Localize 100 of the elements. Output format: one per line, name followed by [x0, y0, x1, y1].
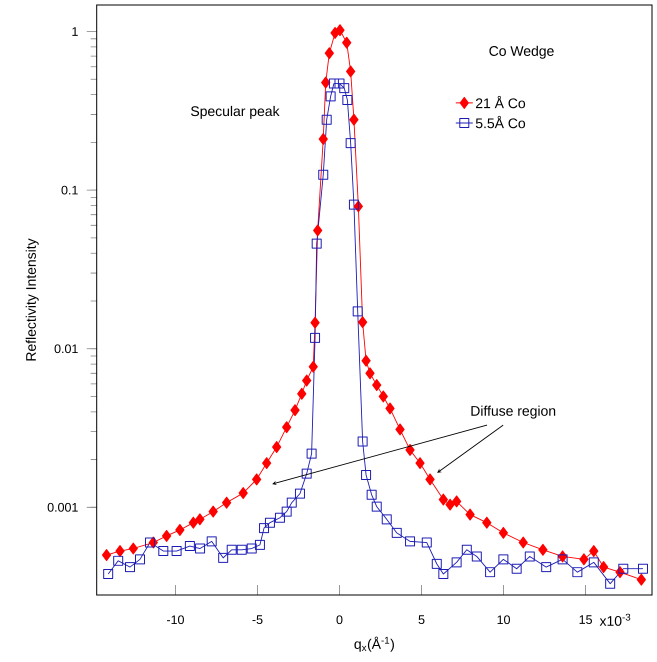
point — [538, 544, 548, 556]
point — [335, 24, 345, 36]
annotation: Diffuse region — [471, 406, 556, 419]
point — [252, 473, 262, 486]
point — [313, 224, 322, 236]
point — [352, 306, 363, 316]
point — [286, 498, 297, 508]
x-tick-label: 10 — [498, 615, 510, 624]
point — [246, 544, 257, 554]
point — [598, 561, 608, 574]
point — [378, 390, 388, 402]
point — [318, 170, 328, 180]
point — [175, 524, 184, 536]
point — [498, 526, 508, 539]
point — [579, 553, 589, 566]
point — [438, 568, 448, 579]
point — [254, 540, 265, 550]
y-tick-label: 0.01 — [54, 344, 78, 354]
point — [297, 388, 306, 400]
point — [322, 114, 332, 125]
point — [326, 91, 336, 102]
legend-title: Co Wedge — [489, 46, 554, 59]
point — [226, 544, 237, 555]
point — [372, 502, 382, 512]
point — [162, 530, 172, 542]
point — [195, 544, 206, 554]
point — [310, 316, 320, 329]
point — [206, 536, 217, 546]
point — [208, 506, 218, 518]
point — [498, 554, 508, 564]
y-tick-label: 1 — [72, 27, 78, 36]
point — [405, 444, 415, 456]
point — [438, 494, 448, 506]
x-axis-title: q$_{x}$(Å$^{-1}$) — [354, 636, 394, 652]
point — [485, 567, 496, 578]
point — [472, 551, 482, 562]
point — [236, 544, 247, 555]
point — [302, 468, 312, 479]
point — [238, 487, 248, 500]
point — [282, 506, 292, 517]
annotation: Specular peak — [191, 106, 280, 119]
point — [392, 528, 402, 538]
point — [572, 567, 582, 578]
point — [274, 512, 285, 523]
point — [342, 36, 352, 49]
point — [102, 549, 112, 562]
point — [638, 564, 648, 574]
point — [302, 374, 312, 387]
point — [385, 402, 395, 414]
point — [425, 473, 435, 486]
point — [310, 332, 320, 343]
point — [422, 538, 432, 548]
point — [618, 564, 628, 574]
point — [512, 564, 522, 574]
point — [358, 316, 368, 328]
point — [312, 238, 322, 249]
point — [290, 404, 300, 416]
point — [172, 546, 182, 556]
point — [382, 514, 392, 524]
point — [324, 47, 334, 60]
point — [524, 551, 535, 562]
point — [395, 423, 405, 436]
point — [462, 544, 472, 555]
y-tick-label: 0.1 — [62, 186, 78, 195]
legend-label: 21 Å Co — [476, 96, 526, 108]
point — [482, 516, 492, 529]
x-tick-label: -5 — [252, 615, 262, 624]
point — [589, 545, 598, 558]
point — [361, 470, 372, 480]
x-tick-label: 5 — [418, 615, 424, 624]
point — [218, 552, 228, 563]
point — [188, 516, 198, 529]
point — [272, 441, 282, 454]
point — [306, 448, 317, 459]
point — [432, 558, 442, 569]
point — [372, 379, 382, 392]
point — [518, 536, 528, 549]
point — [348, 200, 359, 210]
point — [294, 488, 305, 499]
point — [366, 490, 377, 500]
point — [264, 518, 275, 528]
point — [349, 114, 359, 126]
point — [588, 557, 599, 568]
point — [361, 354, 371, 367]
point — [184, 541, 195, 552]
point — [346, 65, 356, 78]
point — [465, 508, 475, 521]
point — [259, 523, 270, 534]
x-tick-label: -10 — [166, 615, 184, 624]
point — [282, 421, 292, 434]
point — [125, 562, 136, 572]
point — [365, 367, 375, 380]
point — [158, 546, 168, 556]
point — [195, 513, 205, 526]
point — [452, 557, 462, 568]
legend-label: 5.5Å Co — [476, 116, 526, 128]
point — [222, 496, 232, 509]
point — [318, 133, 328, 146]
point — [636, 574, 646, 586]
y-tick-label: 0.001 — [48, 502, 78, 512]
